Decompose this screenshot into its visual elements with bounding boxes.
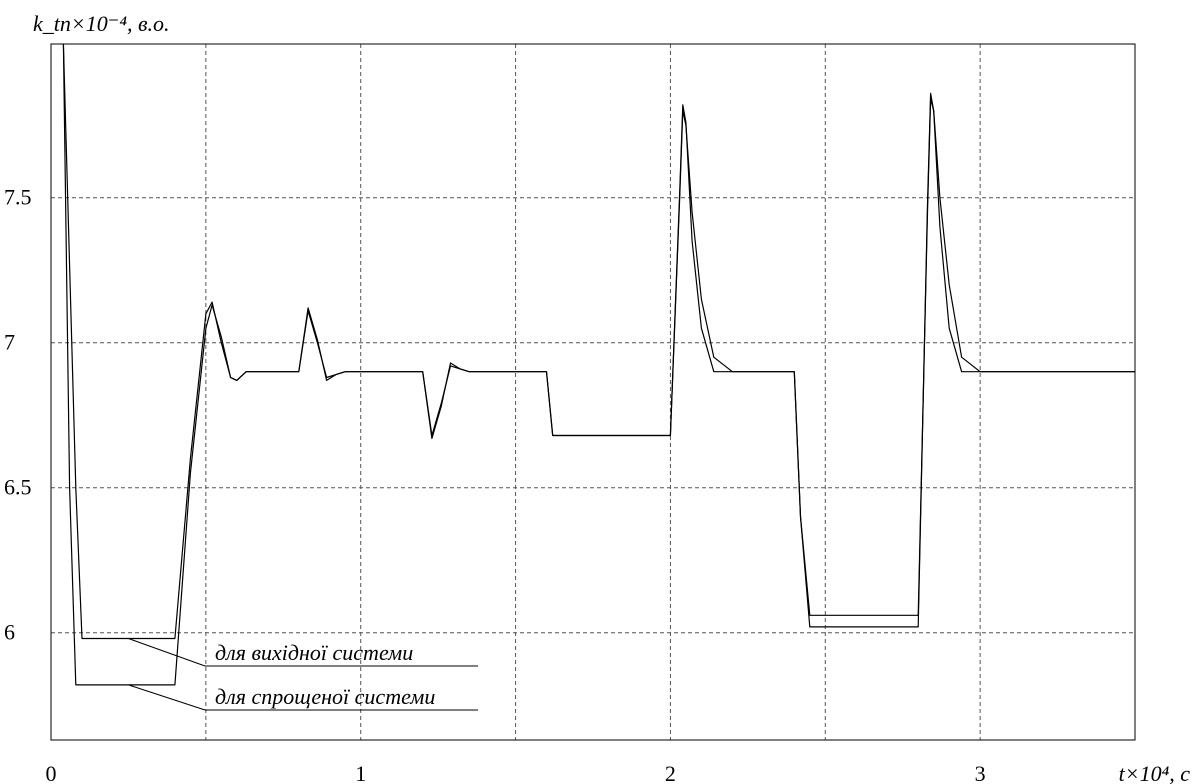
series-layer [62, 43, 1135, 686]
y-tick-label: 7.5 [4, 185, 32, 210]
legend-label: для спрощеної системи [215, 684, 435, 709]
grid [51, 44, 1136, 740]
x-tick-label: 3 [975, 761, 986, 784]
legend-label: для вихідної системи [215, 640, 413, 665]
series-line-2 [62, 43, 1135, 686]
y-tick-label: 7 [4, 330, 15, 355]
legend-leader-line [128, 684, 206, 711]
legend-leader-line [128, 638, 206, 667]
ticks-layer: 0 1 2 3 6 6.5 7 7.5 [4, 185, 986, 784]
series-line-1 [62, 43, 1135, 640]
x-tick-label: 1 [355, 761, 366, 784]
y-axis-label: k_tn×10⁻⁴, в.о. [33, 11, 170, 36]
x-axis-label: t×10⁴, с [1119, 761, 1191, 784]
y-tick-label: 6 [4, 620, 15, 645]
x-tick-label: 2 [665, 761, 676, 784]
y-tick-label: 6.5 [4, 475, 32, 500]
plot-frame [50, 43, 1136, 741]
annotation-layer: для вихідної системи для спрощеної систем… [128, 638, 478, 711]
x-tick-label: 0 [46, 761, 57, 784]
